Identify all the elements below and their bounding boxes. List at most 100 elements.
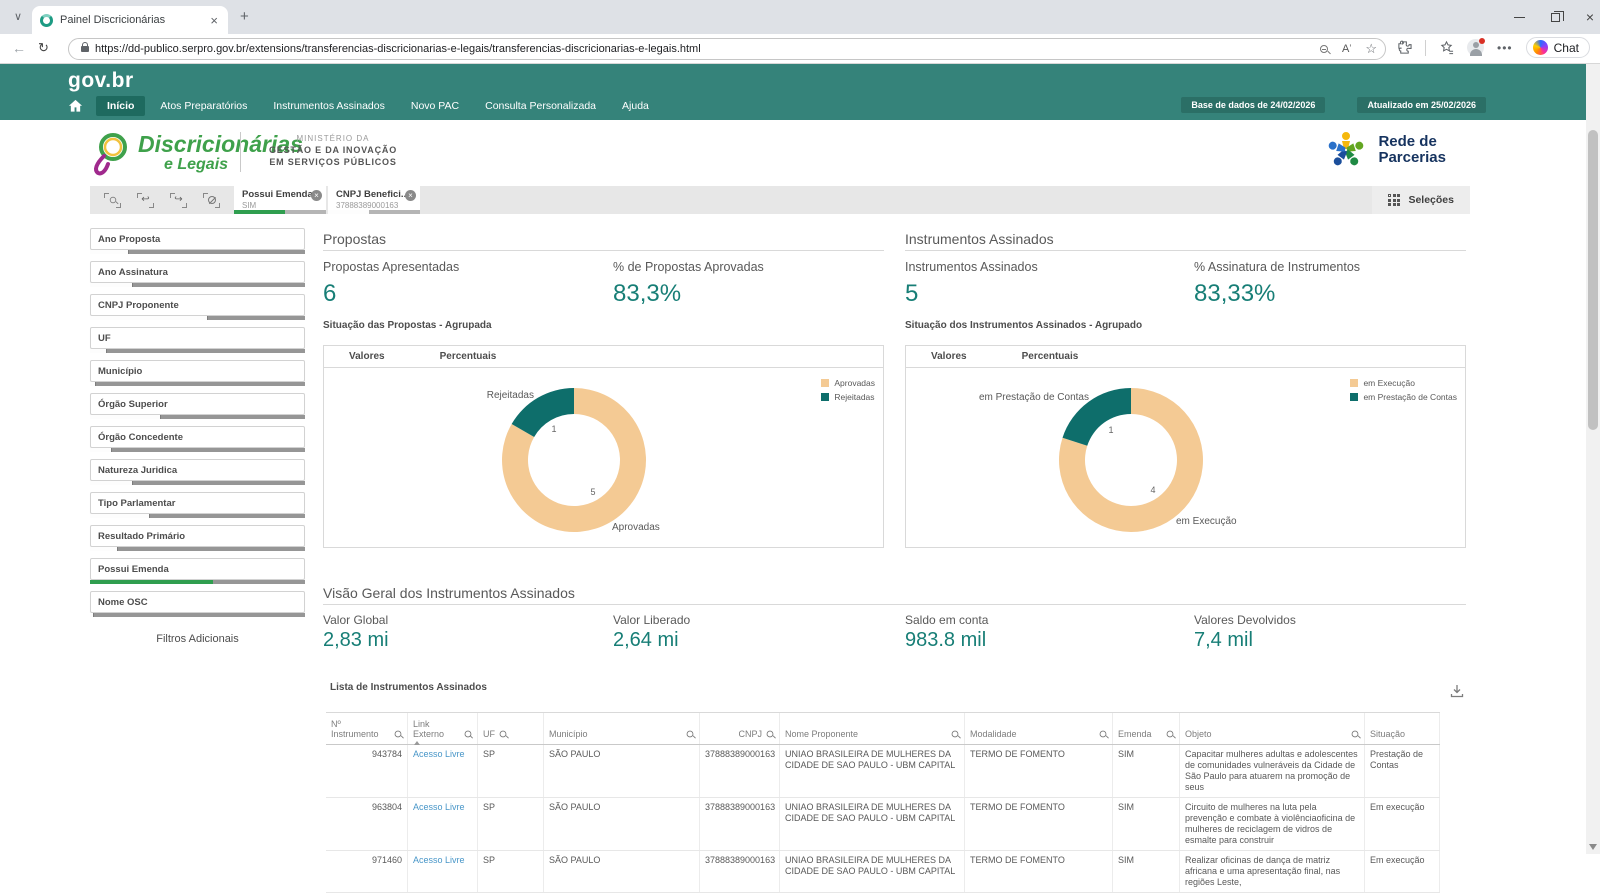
col-cnpj[interactable]: CNPJ — [700, 713, 780, 744]
filter-chip-possui-emenda[interactable]: Possui Emenda SIM × — [234, 186, 326, 214]
table-row[interactable]: 963804 Acesso Livre SP SÃO PAULO 3788838… — [326, 798, 1440, 851]
scrollbar-down-arrow[interactable] — [1589, 844, 1597, 850]
table-row[interactable]: 971460 Acesso Livre SP SÃO PAULO 3788838… — [326, 851, 1440, 893]
sort-asc-icon — [414, 741, 420, 745]
tab-valores[interactable]: Valores — [349, 351, 385, 362]
search-icon[interactable] — [1167, 731, 1174, 738]
download-icon[interactable] — [1450, 684, 1464, 698]
filter-uf[interactable]: UF — [90, 327, 305, 353]
table-title: Lista de Instrumentos Assinados — [330, 682, 487, 693]
home-icon[interactable] — [64, 99, 86, 113]
filter-ano-proposta[interactable]: Ano Proposta — [90, 228, 305, 254]
favorite-star-icon[interactable]: ☆ — [1365, 41, 1377, 57]
nav-item-inicio[interactable]: Início — [96, 96, 145, 116]
filter-chip-cnpj-beneficiario[interactable]: CNPJ Benefici... 37888389000163 × — [328, 186, 420, 214]
browser-menu-icon[interactable]: ••• — [1497, 41, 1513, 55]
col-nome-proponente[interactable]: Nome Proponente — [780, 713, 965, 744]
nav-item-novo-pac[interactable]: Novo PAC — [400, 96, 470, 116]
selections-button[interactable]: Seleções — [1372, 186, 1470, 214]
legend-item-em-prestacao[interactable]: em Prestação de Contas — [1350, 392, 1457, 402]
kpi-valor-liberado-value: 2,64 mi — [613, 629, 679, 652]
search-icon[interactable] — [952, 731, 959, 738]
filter-cnpj-proponente[interactable]: CNPJ Proponente — [90, 294, 305, 320]
zoom-out-icon[interactable] — [1320, 45, 1328, 53]
search-icon[interactable] — [500, 731, 507, 738]
tab-percentuais[interactable]: Percentuais — [440, 351, 497, 362]
browser-tab[interactable]: Painel Discricionárias × — [32, 6, 228, 34]
profile-avatar[interactable] — [1467, 39, 1484, 56]
page-scrollbar[interactable] — [1586, 64, 1600, 854]
govbr-logo[interactable]: gov.br — [68, 69, 134, 93]
main-navigation: Início Atos Preparatórios Instrumentos A… — [64, 95, 1166, 117]
window-restore-button[interactable] — [1551, 13, 1560, 22]
filter-ano-assinatura[interactable]: Ano Assinatura — [90, 261, 305, 287]
nav-item-atos-preparatorios[interactable]: Atos Preparatórios — [149, 96, 258, 116]
scrollbar-thumb[interactable] — [1588, 130, 1598, 430]
search-icon[interactable] — [1352, 731, 1359, 738]
col-situacao[interactable]: Situação — [1365, 713, 1440, 744]
value-aprovadas: 5 — [590, 487, 595, 497]
search-icon[interactable] — [465, 731, 472, 738]
copilot-chat-button[interactable]: Chat — [1526, 37, 1590, 58]
filter-possui-emenda[interactable]: Possui Emenda — [90, 558, 305, 584]
tab-valores[interactable]: Valores — [931, 351, 967, 362]
cell-modalidade: TERMO DE FOMENTO — [965, 745, 1113, 797]
cell-objeto: Circuito de mulheres na luta pela preven… — [1180, 798, 1365, 850]
clear-selections-icon[interactable] — [203, 193, 220, 208]
step-back-icon[interactable]: ↩ — [137, 193, 154, 208]
search-icon[interactable] — [687, 731, 694, 738]
col-modalidade[interactable]: Modalidade — [965, 713, 1113, 744]
col-emenda[interactable]: Emenda — [1113, 713, 1180, 744]
filter-orgao-superior[interactable]: Órgão Superior — [90, 393, 305, 419]
cell-link-externo[interactable]: Acesso Livre — [408, 851, 478, 892]
cell-link-externo[interactable]: Acesso Livre — [408, 745, 478, 797]
chip-remove-icon[interactable]: × — [311, 190, 322, 201]
cell-emenda: SIM — [1113, 851, 1180, 892]
legend-item-aprovadas[interactable]: Aprovadas — [821, 378, 875, 388]
lock-icon[interactable] — [81, 46, 89, 52]
selections-tool-icon[interactable] — [104, 193, 121, 208]
filter-natureza-juridica[interactable]: Natureza Juridica — [90, 459, 305, 485]
cell-link-externo[interactable]: Acesso Livre — [408, 798, 478, 850]
filter-nome-osc[interactable]: Nome OSC — [90, 591, 305, 617]
reload-button[interactable]: ↻ — [38, 40, 49, 56]
search-icon[interactable] — [767, 731, 774, 738]
legend-item-rejeitadas[interactable]: Rejeitadas — [821, 392, 875, 402]
col-n-instrumento[interactable]: Nº Instrumento — [326, 713, 408, 744]
tab-search-chevron-icon[interactable]: ∨ — [8, 8, 28, 26]
tab-percentuais[interactable]: Percentuais — [1022, 351, 1079, 362]
table-row[interactable]: 943784 Acesso Livre SP SÃO PAULO 3788838… — [326, 745, 1440, 798]
nav-item-instrumentos-assinados[interactable]: Instrumentos Assinados — [262, 96, 395, 116]
nav-item-consulta-personalizada[interactable]: Consulta Personalizada — [474, 96, 607, 116]
new-tab-button[interactable]: + — [240, 8, 249, 25]
collections-icon[interactable] — [1439, 40, 1454, 55]
brand-divider — [240, 132, 241, 172]
browser-window: ∨ Painel Discricionárias × + × ← ↻ https… — [0, 0, 1600, 854]
filter-resultado-primario[interactable]: Resultado Primário — [90, 525, 305, 551]
window-minimize-button[interactable] — [1514, 17, 1525, 18]
filter-municipio[interactable]: Município — [90, 360, 305, 386]
govbr-header: gov.br Início Atos Preparatórios Instrum… — [0, 64, 1586, 120]
search-icon[interactable] — [395, 731, 402, 738]
col-municipio[interactable]: Município — [544, 713, 700, 744]
filter-orgao-concedente[interactable]: Órgão Concedente — [90, 426, 305, 452]
chip-remove-icon[interactable]: × — [405, 190, 416, 201]
url-text: https://dd-publico.serpro.gov.br/extensi… — [95, 43, 1312, 55]
extensions-puzzle-icon[interactable] — [1397, 40, 1412, 55]
search-icon[interactable] — [1100, 731, 1107, 738]
col-objeto[interactable]: Objeto — [1180, 713, 1365, 744]
cell-situacao: Em execução — [1365, 851, 1440, 892]
additional-filters-button[interactable]: Filtros Adicionais — [90, 627, 305, 651]
step-forward-icon[interactable]: ↪ — [170, 193, 187, 208]
filter-tipo-parlamentar[interactable]: Tipo Parlamentar — [90, 492, 305, 518]
window-close-button[interactable]: × — [1586, 10, 1594, 24]
col-link-externo[interactable]: Link Externo — [408, 713, 478, 744]
legend-item-em-execucao[interactable]: em Execução — [1350, 378, 1457, 388]
col-uf[interactable]: UF — [478, 713, 544, 744]
read-aloud-icon[interactable]: A — [1342, 43, 1351, 55]
tab-close-icon[interactable]: × — [208, 13, 220, 28]
url-field[interactable]: https://dd-publico.serpro.gov.br/extensi… — [68, 38, 1386, 60]
back-button[interactable]: ← — [12, 40, 26, 56]
toolbar-divider — [1425, 40, 1426, 56]
nav-item-ajuda[interactable]: Ajuda — [611, 96, 660, 116]
